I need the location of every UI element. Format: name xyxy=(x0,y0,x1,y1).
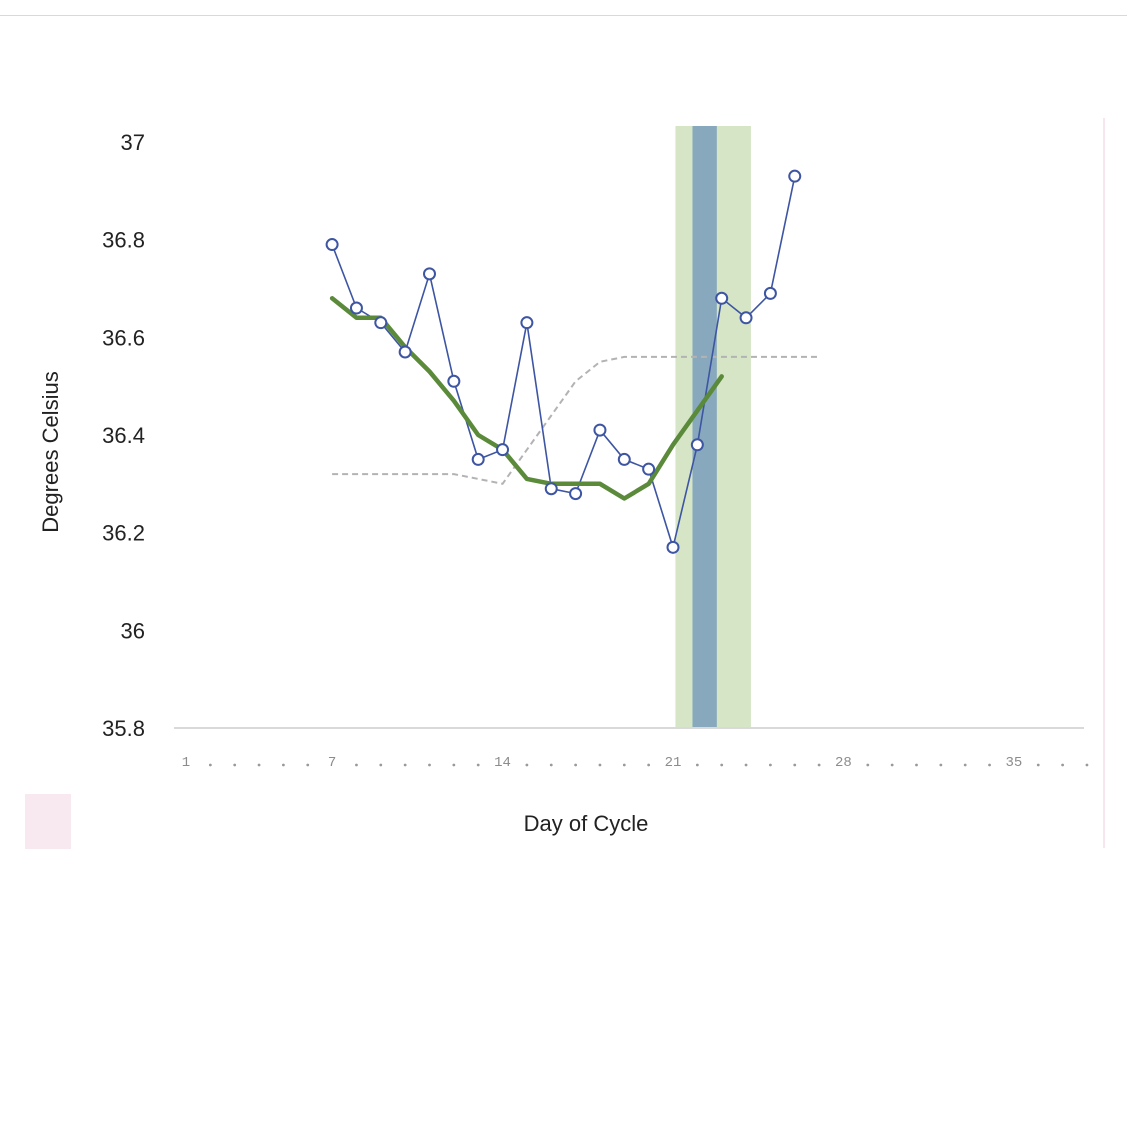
y-tick-label: 36.6 xyxy=(102,325,145,350)
y-tick-label: 36.2 xyxy=(102,521,145,546)
x-tick-dot xyxy=(793,763,797,767)
temperature-point xyxy=(374,316,388,330)
x-tick-dot xyxy=(647,763,651,767)
x-tick-dot xyxy=(720,763,724,767)
temperature-point xyxy=(398,345,412,359)
x-tick-dot xyxy=(988,763,991,767)
right-divider xyxy=(1103,118,1105,848)
temperature-point xyxy=(690,438,704,452)
temperature-point xyxy=(496,443,510,457)
x-tick-dot xyxy=(476,763,480,767)
temperature-point xyxy=(471,452,485,466)
x-tick-label: 14 xyxy=(494,755,511,771)
temperature-point xyxy=(788,169,802,183)
x-tick-dot xyxy=(622,763,626,767)
x-tick-labels: 1 7 14 21 28 35 xyxy=(182,755,1089,771)
y-tick-label: 36.4 xyxy=(102,423,145,448)
temperature-point xyxy=(544,482,558,496)
x-tick-dot xyxy=(769,763,772,767)
x-tick-dot xyxy=(379,763,383,767)
x-tick-dot xyxy=(817,763,821,767)
x-tick-dot xyxy=(403,763,407,767)
x-tick-dot xyxy=(452,763,456,767)
band-1 xyxy=(692,126,717,728)
x-tick-dot xyxy=(890,763,894,767)
legend-swatch xyxy=(25,794,71,849)
y-axis-title: Degrees Celsius xyxy=(38,371,63,532)
temperature-point xyxy=(520,316,534,330)
temperature-point xyxy=(666,540,680,554)
temperature-line xyxy=(331,176,796,551)
y-tick-label: 35.8 xyxy=(102,716,145,741)
x-tick-dot xyxy=(1061,763,1064,767)
temperature-point xyxy=(715,291,729,305)
x-tick-dot xyxy=(915,763,918,767)
trend-line xyxy=(329,296,724,501)
temperature-point xyxy=(569,487,583,501)
x-tick-dot xyxy=(695,763,699,767)
x-tick-dot xyxy=(744,763,748,767)
x-tick-label: 1 xyxy=(182,755,190,771)
series-layer xyxy=(325,169,820,554)
x-tick-dot xyxy=(1036,763,1040,767)
x-tick-dot xyxy=(939,763,943,767)
x-tick-dot xyxy=(208,763,212,767)
y-tick-label: 37 xyxy=(121,130,145,155)
coverline-dashed xyxy=(332,355,820,485)
x-tick-dot xyxy=(549,763,553,767)
temperature-point xyxy=(617,452,631,466)
x-tick-dot xyxy=(233,763,237,767)
x-tick-dot xyxy=(428,763,431,767)
y-tick-labels: 37 36.8 36.6 36.4 36.2 36 35.8 xyxy=(102,130,145,741)
temperature-point xyxy=(739,311,753,325)
x-axis-title: Day of Cycle xyxy=(524,811,649,836)
y-tick-label: 36 xyxy=(121,618,145,643)
x-tick-dot xyxy=(282,763,285,767)
x-tick-dot xyxy=(1085,763,1089,767)
x-tick-label: 35 xyxy=(1005,755,1022,771)
x-tick-label: 7 xyxy=(328,755,336,771)
temperature-point xyxy=(593,423,607,437)
temperature-point xyxy=(325,238,339,252)
temperature-point xyxy=(642,462,656,476)
x-tick-dot xyxy=(257,763,261,767)
x-tick-label: 21 xyxy=(665,755,682,771)
x-tick-dot xyxy=(866,763,870,767)
temperature-point xyxy=(349,301,363,315)
temperature-point xyxy=(447,374,461,388)
x-tick-dot xyxy=(598,763,602,767)
y-tick-label: 36.8 xyxy=(102,228,145,253)
x-tick-dot xyxy=(306,763,310,767)
x-tick-dot xyxy=(525,763,529,767)
x-tick-dot xyxy=(963,763,967,767)
temperature-point xyxy=(763,286,777,300)
temperature-point xyxy=(423,267,436,281)
x-tick-dot xyxy=(355,763,358,767)
top-divider xyxy=(0,15,1127,16)
x-tick-label: 28 xyxy=(835,755,852,771)
x-tick-dot xyxy=(574,763,577,767)
